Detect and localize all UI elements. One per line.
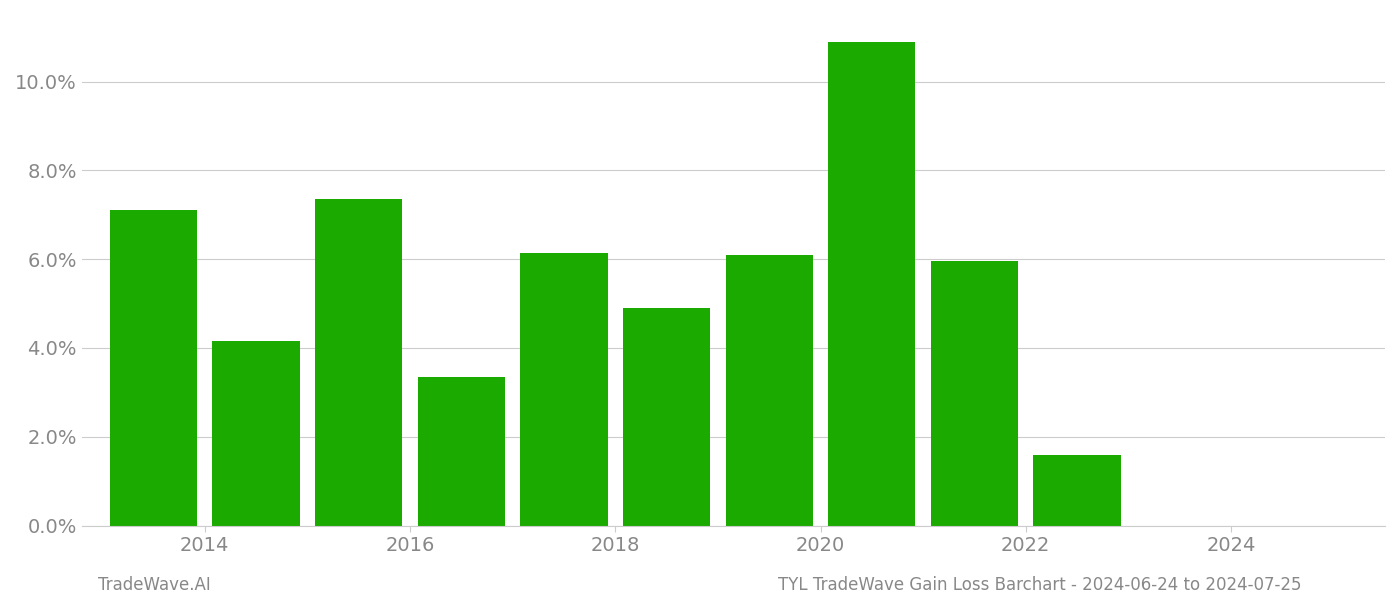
Bar <box>1033 455 1121 526</box>
Bar <box>315 199 402 526</box>
Bar <box>623 308 710 526</box>
Bar <box>521 253 608 526</box>
Bar <box>109 211 197 526</box>
Bar <box>213 341 300 526</box>
Bar <box>931 262 1018 526</box>
Text: TradeWave.AI: TradeWave.AI <box>98 576 211 594</box>
Text: TYL TradeWave Gain Loss Barchart - 2024-06-24 to 2024-07-25: TYL TradeWave Gain Loss Barchart - 2024-… <box>778 576 1302 594</box>
Bar <box>829 41 916 526</box>
Bar <box>725 255 813 526</box>
Bar <box>417 377 505 526</box>
